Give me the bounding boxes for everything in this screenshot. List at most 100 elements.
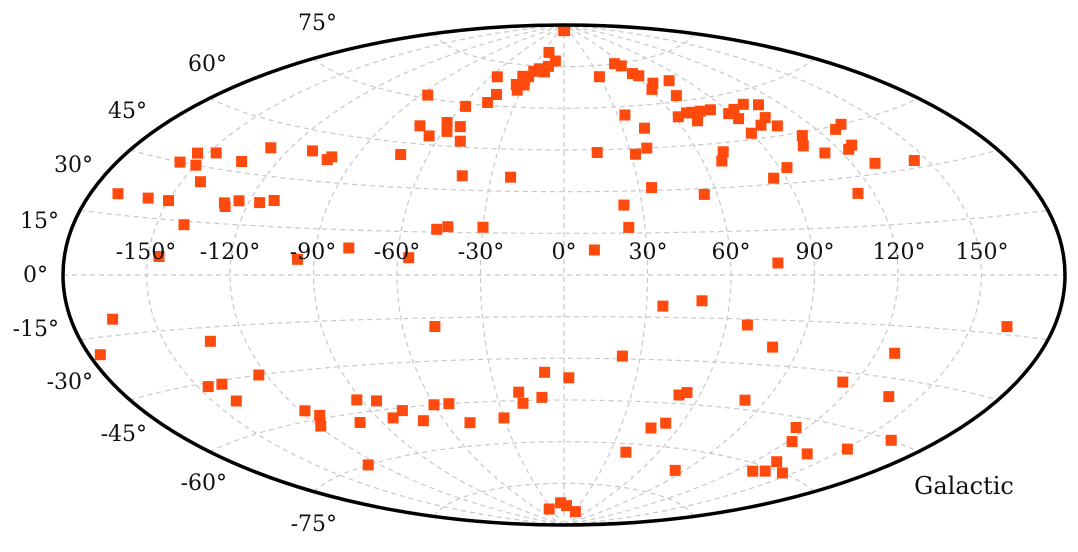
- data-point: [387, 412, 399, 424]
- data-point: [417, 415, 429, 427]
- data-point: [456, 170, 468, 182]
- lon-tick-label: 0°: [552, 240, 577, 265]
- data-point: [670, 90, 682, 102]
- data-point: [454, 121, 466, 133]
- lat-tick-label: 45°: [108, 99, 147, 124]
- latitude-gridline: [433, 482, 695, 517]
- data-point: [491, 89, 502, 100]
- data-point: [883, 391, 895, 403]
- data-point: [737, 98, 749, 110]
- longitude-gridline: [563, 24, 649, 526]
- data-point: [869, 157, 881, 169]
- data-point: [767, 341, 779, 353]
- data-point: [533, 63, 545, 75]
- data-point: [561, 500, 572, 512]
- latitude-gridline: [209, 399, 919, 453]
- data-point: [786, 436, 798, 448]
- lat-tick-label: 75°: [298, 11, 337, 36]
- data-point: [790, 422, 802, 433]
- latitude-gridline: [129, 149, 999, 193]
- data-point: [94, 349, 106, 361]
- data-point: [429, 321, 441, 332]
- data-point: [414, 120, 426, 132]
- data-point: [728, 103, 740, 115]
- lat-tick-label: -60°: [181, 471, 227, 496]
- data-point: [292, 253, 303, 265]
- data-point: [491, 71, 503, 83]
- data-point: [265, 142, 277, 154]
- longitude-gridline: [479, 24, 565, 526]
- data-point: [759, 112, 771, 124]
- data-point: [694, 105, 706, 117]
- latitude-gridline: [80, 209, 1048, 234]
- data-point: [321, 154, 333, 166]
- data-point: [107, 313, 119, 325]
- data-point: [178, 219, 190, 231]
- data-point: [759, 465, 771, 477]
- lat-tick-label: 0°: [23, 263, 48, 288]
- data-point: [431, 223, 443, 235]
- longitude-gridline: [563, 24, 899, 526]
- data-point: [772, 257, 784, 269]
- data-point: [843, 143, 855, 155]
- data-point: [403, 252, 415, 264]
- data-point: [633, 70, 645, 82]
- data-point: [351, 394, 363, 406]
- data-point: [153, 251, 165, 262]
- data-point: [362, 459, 374, 471]
- data-point: [477, 221, 489, 233]
- data-point: [696, 295, 708, 307]
- data-point: [396, 405, 408, 417]
- lon-tick-label: -90°: [290, 240, 336, 265]
- data-point: [692, 115, 703, 127]
- data-point: [423, 130, 435, 142]
- lon-tick-label: 120°: [873, 240, 926, 265]
- longitude-gridline: [563, 24, 816, 526]
- data-point: [660, 417, 672, 429]
- data-point: [616, 350, 628, 362]
- data-point: [663, 75, 675, 87]
- lon-tick-label: -60°: [374, 240, 420, 265]
- lon-tick-label: -30°: [458, 240, 504, 265]
- data-point: [657, 300, 669, 312]
- latitude-gridline: [80, 316, 1048, 341]
- data-point: [464, 417, 476, 429]
- data-point: [768, 172, 780, 184]
- data-point: [511, 84, 523, 96]
- data-point: [314, 409, 326, 421]
- lat-tick-label: 30°: [54, 153, 93, 178]
- data-point: [536, 391, 548, 403]
- graticule: [63, 24, 1065, 526]
- data-point: [505, 171, 517, 183]
- data-point: [745, 127, 757, 139]
- data-points: [94, 25, 1013, 518]
- data-point: [395, 149, 407, 160]
- data-point: [236, 156, 248, 167]
- lon-tick-label: 150°: [956, 240, 1009, 265]
- data-point: [510, 79, 522, 90]
- data-point: [837, 376, 849, 388]
- data-point: [885, 434, 897, 446]
- data-point: [593, 71, 605, 83]
- data-point: [539, 366, 551, 378]
- coordinate-frame-label: Galactic: [914, 472, 1014, 500]
- data-point: [796, 130, 808, 142]
- data-point: [716, 155, 728, 167]
- data-point: [645, 422, 657, 434]
- data-point: [216, 378, 228, 390]
- data-point: [591, 147, 603, 158]
- tick-labels: -150° -120° -90° -60° -30° 0° 30° 60° 90…: [13, 11, 1014, 537]
- data-point: [253, 369, 265, 381]
- data-point: [441, 117, 453, 128]
- data-point: [619, 109, 631, 121]
- data-point: [646, 182, 658, 194]
- data-point: [569, 506, 581, 518]
- data-point: [482, 97, 494, 108]
- data-point: [889, 347, 901, 359]
- data-point: [841, 443, 853, 455]
- data-point: [343, 242, 355, 254]
- data-point: [639, 122, 650, 134]
- data-point: [299, 405, 311, 417]
- longitude-gridline: [312, 24, 565, 526]
